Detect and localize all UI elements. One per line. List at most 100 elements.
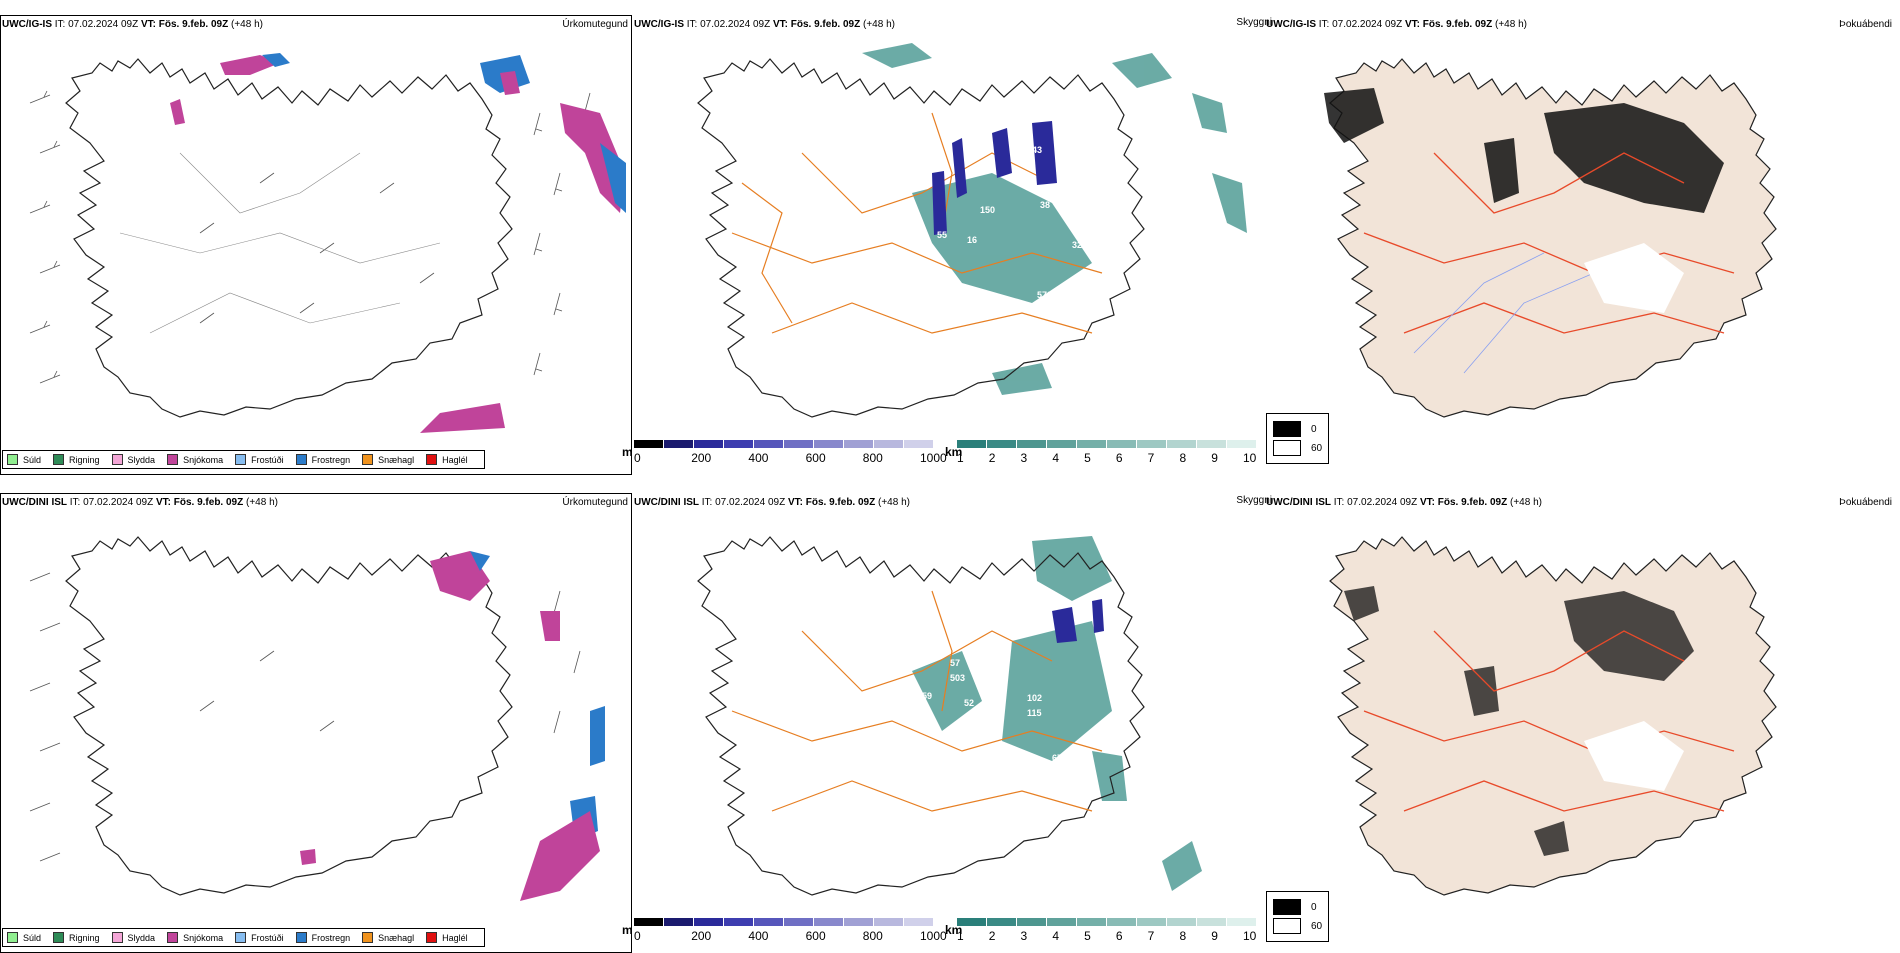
- svg-text:143: 143: [1027, 145, 1042, 155]
- colorbar-swatch: [724, 918, 754, 926]
- legend-item: Snæhagl: [362, 454, 414, 465]
- svg-text:52: 52: [964, 698, 974, 708]
- panel-header: UWC/DINI ISL IT: 07.02.2024 09Z VT: Fös.…: [634, 497, 910, 508]
- svg-text:59: 59: [922, 691, 932, 701]
- svg-text:570: 570: [1037, 290, 1052, 300]
- fog-map: [1324, 58, 1777, 418]
- colorbar-tick-label: 5: [1084, 451, 1091, 465]
- colorbar-swatch: [844, 440, 874, 448]
- svg-text:32: 32: [1072, 240, 1082, 250]
- legend-item: Snæhagl: [362, 932, 414, 943]
- precip-areas: [170, 53, 626, 433]
- legend-item: Frostregn: [295, 454, 350, 465]
- cbar-km-swatches: [957, 915, 1257, 929]
- svg-text:16: 16: [967, 235, 977, 245]
- panel-header: UWC/IG-IS IT: 07.02.2024 09Z VT: Fös. 9.…: [634, 19, 895, 30]
- roads: [731, 590, 1103, 812]
- wind-barbs: [29, 90, 591, 384]
- legend-item: Snjókoma: [167, 932, 223, 943]
- fog-panel-row2: UWC/DINI ISL IT: 07.02.2024 09Z VT: Fös.…: [1264, 493, 1896, 953]
- svg-text:150: 150: [980, 205, 995, 215]
- colorbar-swatch: [1197, 440, 1227, 448]
- precip-panel-row1: UWC/IG-IS IT: 07.02.2024 09Z VT: Fös. 9.…: [0, 15, 632, 475]
- colorbar-tick-label: 8: [1179, 929, 1187, 943]
- svg-text:119: 119: [1062, 200, 1077, 210]
- cbar-km-labels: 1 2 3 4 5 6 7 8 9 10: [957, 929, 1257, 943]
- colorbar-swatch: [1197, 918, 1227, 926]
- legend-item: Súld: [7, 454, 41, 465]
- colorbar-swatch: [1017, 440, 1047, 448]
- colorbar-swatch: [987, 918, 1017, 926]
- colorbar-tick-label: 400: [748, 929, 769, 943]
- colorbar-tick-label: 600: [805, 929, 826, 943]
- roads: [1363, 152, 1735, 334]
- colorbar-tick-label: 600: [805, 451, 826, 465]
- colorbar-swatch: [664, 918, 694, 926]
- panel-title: Þokuábendi: [1839, 497, 1892, 508]
- colorbar-tick-label: 800: [862, 929, 883, 943]
- colorbar-swatch: [694, 918, 724, 926]
- legend-item: Slydda: [111, 454, 155, 465]
- colorbar-tick-label: 3: [1020, 929, 1028, 943]
- legend-item: Rigning: [53, 932, 100, 943]
- colorbar-swatch: [1227, 918, 1257, 926]
- colorbar-tick-label: 1: [957, 929, 964, 943]
- colorbar-swatch: [957, 440, 987, 448]
- colorbar-swatch: [754, 918, 784, 926]
- colorbar-tick-label: 9: [1211, 451, 1218, 465]
- colorbar-swatch: [1107, 440, 1137, 448]
- colorbar-swatch: [1137, 918, 1167, 926]
- fog-panel-row1: UWC/IG-IS IT: 07.02.2024 09Z VT: Fös. 9.…: [1264, 15, 1896, 475]
- legend-item: Rigning: [53, 454, 100, 465]
- colorbar-swatch: [1107, 918, 1137, 926]
- legend-item: Frostúði: [235, 454, 284, 465]
- legend-item: Súld: [7, 932, 41, 943]
- colorbar-swatch: [754, 440, 784, 448]
- colorbar-swatch: [724, 440, 754, 448]
- legend-item: Slydda: [111, 932, 155, 943]
- colorbar-tick-label: 10: [1243, 451, 1257, 465]
- legend-item: Haglél: [426, 932, 468, 943]
- cbar-m-labels: 0 200 400 600 800 1000: [634, 929, 947, 943]
- precip-legend: Súld Rigning Slydda Snjókoma Frostúði Fr…: [2, 928, 485, 947]
- colorbar-swatch: [957, 918, 987, 926]
- colorbar-swatch: [1227, 440, 1257, 448]
- vis-colorbar-m: 0 200 400 600 800 1000 m: [622, 437, 947, 465]
- vis-colorbar-km: 1 2 3 4 5 6 7 8 9 10 km: [945, 915, 1257, 943]
- colorbar-swatch: [844, 918, 874, 926]
- colorbar-swatch: [1077, 918, 1107, 926]
- roads: [1363, 630, 1735, 812]
- cbar-km-swatches: [957, 437, 1257, 451]
- colorbar-tick-label: 9: [1211, 929, 1218, 943]
- vis-colorbar-km: 1 2 3 4 5 6 7 8 9 10 km: [945, 437, 1257, 465]
- colorbar-swatch: [874, 440, 904, 448]
- panel-title: Skyggni: [1236, 495, 1272, 506]
- visibility-panel-row2: UWC/DINI ISL IT: 07.02.2024 09Z VT: Fös.…: [622, 493, 1272, 953]
- svg-text:677: 677: [1052, 753, 1067, 763]
- colorbar-swatch: [784, 440, 814, 448]
- colorbar-tick-label: 0: [634, 929, 641, 943]
- colorbar-tick-label: 6: [1115, 451, 1123, 465]
- colorbar-swatch: [814, 440, 844, 448]
- colorbar-swatch: [1047, 440, 1077, 448]
- cbar-m-labels: 0 200 400 600 800 1000: [634, 451, 947, 465]
- visibility-map: 59 503 52 102 115 677 57: [697, 536, 1202, 896]
- panel-title: Úrkomutegund: [562, 19, 628, 30]
- colorbar-swatch: [1077, 440, 1107, 448]
- colorbar-swatch: [1047, 918, 1077, 926]
- svg-text:55: 55: [937, 230, 947, 240]
- svg-text:57: 57: [950, 658, 960, 668]
- svg-text:503: 503: [950, 673, 965, 683]
- colorbar-tick-label: 2: [988, 929, 996, 943]
- colorbar-swatch: [634, 440, 664, 448]
- colorbar-swatch: [1167, 918, 1197, 926]
- legend-item: Frostúði: [235, 932, 284, 943]
- visibility-map: 143 150 38 119 55 16 394 570 32: [697, 43, 1247, 418]
- cbar-m-swatches: [634, 915, 934, 929]
- colorbar-tick-label: 3: [1020, 451, 1028, 465]
- colorbar-tick-label: 200: [691, 929, 712, 943]
- colorbar-tick-label: 10: [1243, 929, 1257, 943]
- colorbar-swatch: [1137, 440, 1167, 448]
- colorbar-swatch: [634, 918, 664, 926]
- colorbar-tick-label: 8: [1179, 451, 1187, 465]
